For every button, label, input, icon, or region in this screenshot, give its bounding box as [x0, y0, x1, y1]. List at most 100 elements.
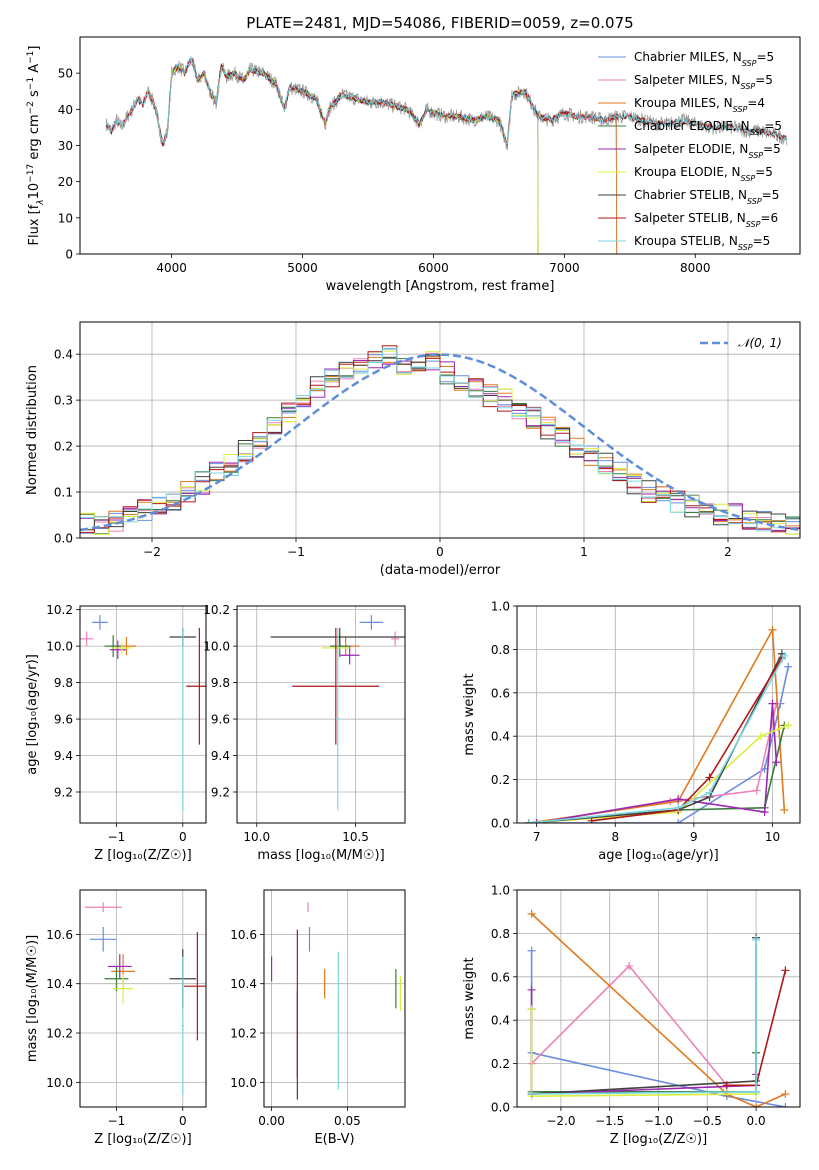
legend-label-sub: SSP	[741, 174, 756, 183]
y-tick-label: 9.2	[211, 786, 230, 800]
legend-label-sub: SSP	[741, 82, 756, 91]
spectrum-title: PLATE=2481, MJD=54086, FIBERID=0059, z=0…	[246, 14, 633, 32]
y-tick-label: 30	[58, 139, 73, 153]
weight-marker	[524, 819, 533, 823]
y-axis-label-part: λ	[36, 199, 46, 205]
weight-marker	[587, 816, 596, 823]
y-axis-label-part: Flux [f	[27, 204, 42, 245]
y-tick-label: 0.4	[491, 1014, 510, 1028]
legend-label-text: Salpeter MILES, N	[634, 73, 741, 87]
weight-marker	[768, 625, 777, 634]
x-axis-label: age [log₁₀(age/yr)]	[598, 848, 719, 863]
y-tick-label: 0	[65, 248, 73, 262]
panel-age-vs-mass: 10.0 10.5 9.2 9.4 9.6 9.8 10.0 10.2 mass [log₁₀(…	[203, 603, 406, 863]
legend-label-suffix: =5	[763, 142, 781, 156]
legend-label-suffix: =5	[753, 234, 771, 248]
errorbar-point	[181, 627, 185, 811]
legend-label-suffix: =6	[760, 211, 778, 225]
y-tick-label: 10.0	[46, 640, 73, 654]
y-tick-label: 10.2	[203, 603, 230, 617]
errorbar-point	[184, 931, 206, 1041]
y-tick-label: 10.0	[230, 1076, 257, 1090]
weight-line-0	[528, 666, 789, 823]
errorbar-point	[113, 973, 134, 1004]
histogram-step-8	[80, 347, 800, 532]
panel-age-vs-z: −1 0 9.2 9.4 9.6 9.8 10.0 10.2 Z [log₁₀(Z/Z☉)] ag…	[25, 603, 207, 863]
age-vs-mass-plot: 10.0 10.5 9.2 9.4 9.6 9.8 10.0 10.2 mass [log₁₀(…	[203, 603, 406, 863]
y-tick-label: 9.4	[211, 749, 230, 763]
spectrum-plot: 4000 5000 6000 7000 8000 0 10 20 30 40 50 wavelengt…	[26, 36, 801, 294]
errorbar-point	[391, 631, 400, 647]
weight-marker	[772, 758, 781, 767]
legend-label: Kroupa ELODIE, NSSP=5	[634, 165, 773, 183]
weight-line-3	[528, 725, 786, 823]
legend-label: Salpeter STELIB, NSSP=6	[634, 211, 778, 229]
weight-marker	[705, 773, 714, 782]
mass-vs-metallicity-plot: −1 0 10.0 10.2 10.4 10.6 Z [log₁₀(Z/Z☉)] mass […	[25, 889, 207, 1147]
y-tick-label: 10.2	[46, 1027, 73, 1041]
plot-frame	[516, 605, 801, 824]
legend-label-sub: SSP	[742, 59, 757, 68]
weight-marker	[756, 732, 765, 741]
y-axis-label-part: −1	[26, 77, 36, 90]
weight-marker	[527, 1089, 536, 1098]
weight-line-6	[531, 937, 757, 1095]
errorbars	[80, 615, 206, 811]
x-axis-label: wavelength [Angstrom, rest frame]	[326, 279, 555, 294]
errorbar-point	[186, 627, 206, 745]
weight-marker	[768, 699, 777, 708]
legend-label-sub: SSP	[747, 197, 762, 206]
weight-marker	[532, 819, 541, 823]
y-tick-label: 9.6	[54, 713, 73, 727]
y-tick-label: 1.0	[491, 884, 510, 898]
y-tick-label: 10.2	[230, 1027, 257, 1041]
x-tick-label: 7000	[549, 261, 580, 275]
x-tick-label: 0	[179, 830, 187, 844]
y-tick-label: 10.6	[46, 928, 73, 942]
model-line-8	[105, 56, 788, 145]
errorbar-point	[104, 966, 129, 992]
y-tick-label: 0.6	[491, 686, 510, 700]
errorbars	[84, 902, 206, 1095]
legend-label-sub: SSP	[748, 151, 763, 160]
y-tick-label: 0.2	[54, 440, 73, 454]
x-axis-label: Z [log₁₀(Z/Z☉)]	[94, 848, 191, 863]
y-tick-label: 20	[58, 175, 73, 189]
weight-line-8	[528, 655, 786, 823]
legend-label: Salpeter MILES, NSSP=5	[634, 73, 773, 91]
x-tick-label: −0.5	[693, 1114, 722, 1128]
y-tick-label: 0.6	[491, 970, 510, 984]
model-line-1	[105, 56, 618, 254]
x-tick-label: 5000	[287, 261, 318, 275]
legend-label-sub: SSP	[738, 243, 753, 252]
x-tick-label: 0.00	[258, 1114, 285, 1128]
y-axis-label: mass [log₁₀(M/M☉)]	[25, 935, 40, 1062]
y-tick-label: 1.0	[491, 600, 510, 614]
weight-marker	[674, 819, 683, 823]
y-tick-label: 10.0	[46, 1076, 73, 1090]
x-tick-label: 9	[690, 830, 698, 844]
y-axis-label: Normed distribution	[25, 365, 40, 495]
x-tick-label: 10.5	[342, 830, 369, 844]
legend-label: Salpeter ELODIE, NSSP=5	[634, 142, 781, 160]
weight-marker	[784, 662, 793, 671]
x-axis-label: (data-model)/error	[380, 563, 501, 578]
x-tick-label: −1	[108, 1114, 126, 1128]
y-axis-label-part: −17	[26, 164, 36, 183]
y-tick-label: 9.2	[54, 786, 73, 800]
y-tick-label: 0.8	[491, 927, 510, 941]
y-tick-label: 10.6	[230, 928, 257, 942]
y-axis-label: Flux [fλ10−17 erg cm−2 s−1 A−1]	[26, 46, 46, 246]
panel-weight-vs-z: −2.0 −1.5 −1.0 −0.5 0.0 0.0 0.2 0.4 0.6 0.8 1.0 Z […	[462, 884, 801, 1147]
weight-marker	[781, 1089, 790, 1098]
x-tick-label: 10	[765, 830, 780, 844]
gaussian-reference-curve	[80, 353, 800, 532]
y-tick-label: 10	[58, 211, 73, 225]
errorbar-point	[335, 627, 340, 811]
x-tick-label: 0.0	[747, 1114, 766, 1128]
weight-marker	[752, 786, 761, 795]
legend-label-text: Kroupa MILES, N	[634, 96, 733, 110]
errorbar-point	[270, 627, 405, 647]
weight-marker	[527, 946, 536, 955]
